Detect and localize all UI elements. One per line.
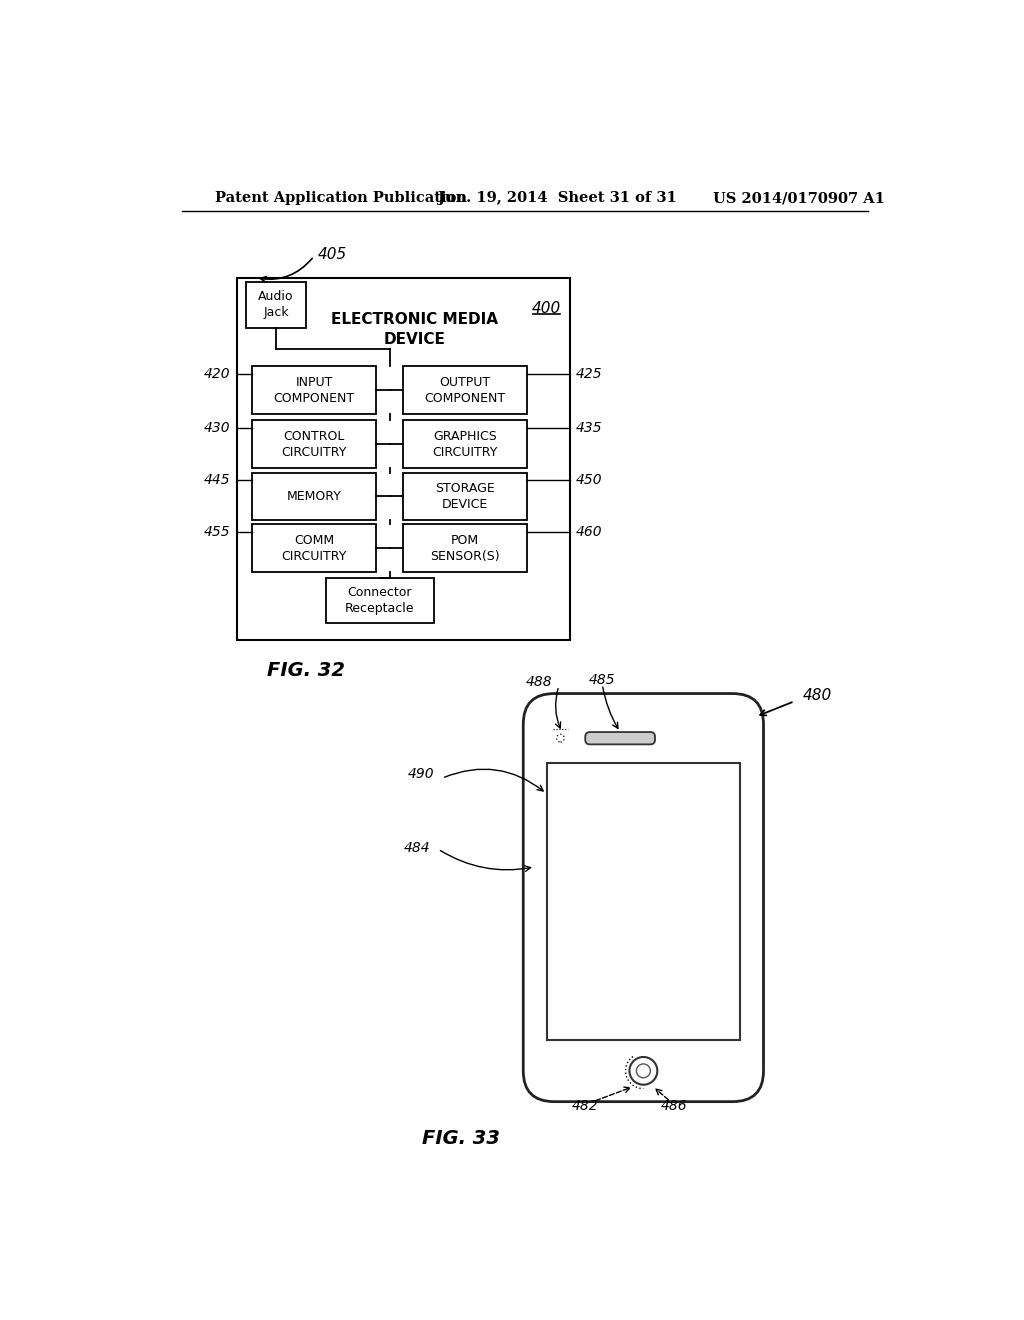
Text: ELECTRONIC MEDIA
DEVICE: ELECTRONIC MEDIA DEVICE [331, 313, 499, 347]
Text: 420: 420 [204, 367, 230, 381]
Bar [547, 763, 740, 1040]
Text: 405: 405 [317, 247, 347, 263]
Bar [403, 473, 527, 520]
Text: 480: 480 [802, 688, 831, 704]
Text: 430: 430 [204, 421, 230, 434]
Text: US 2014/0170907 A1: US 2014/0170907 A1 [713, 191, 885, 206]
Bar [326, 578, 434, 623]
Text: 425: 425 [575, 367, 602, 381]
Text: OUTPUT
COMPONENT: OUTPUT COMPONENT [425, 376, 506, 405]
Bar [246, 281, 306, 327]
Text: 435: 435 [575, 421, 602, 434]
Bar [237, 277, 569, 640]
Text: COMM
CIRCUITRY: COMM CIRCUITRY [282, 533, 347, 562]
Text: 488: 488 [526, 675, 553, 689]
Text: 455: 455 [204, 525, 230, 539]
Text: CONTROL
CIRCUITRY: CONTROL CIRCUITRY [282, 429, 347, 458]
Bar [403, 420, 527, 469]
FancyBboxPatch shape [523, 693, 764, 1102]
Bar [252, 524, 376, 572]
Text: Audio
Jack: Audio Jack [258, 290, 294, 319]
Bar [252, 420, 376, 469]
Text: Jun. 19, 2014  Sheet 31 of 31: Jun. 19, 2014 Sheet 31 of 31 [438, 191, 677, 206]
Text: Patent Application Publication: Patent Application Publication [215, 191, 467, 206]
Text: 400: 400 [531, 301, 561, 315]
Text: 445: 445 [204, 474, 230, 487]
Text: MEMORY: MEMORY [287, 490, 341, 503]
FancyBboxPatch shape [586, 733, 655, 744]
Text: FIG. 32: FIG. 32 [267, 661, 345, 680]
Text: 490: 490 [408, 767, 434, 781]
Text: 486: 486 [662, 1098, 688, 1113]
Text: 482: 482 [572, 1098, 599, 1113]
Text: STORAGE
DEVICE: STORAGE DEVICE [435, 482, 495, 511]
Bar [403, 524, 527, 572]
Text: POM
SENSOR(S): POM SENSOR(S) [430, 533, 500, 562]
Text: GRAPHICS
CIRCUITRY: GRAPHICS CIRCUITRY [432, 429, 498, 458]
Text: INPUT
COMPONENT: INPUT COMPONENT [273, 376, 354, 405]
Bar [252, 473, 376, 520]
Bar [252, 367, 376, 414]
Text: 460: 460 [575, 525, 602, 539]
Text: 484: 484 [403, 841, 430, 854]
Bar [403, 367, 527, 414]
Text: FIG. 33: FIG. 33 [422, 1129, 501, 1148]
Text: Connector
Receptacle: Connector Receptacle [345, 586, 415, 615]
Text: 485: 485 [589, 673, 615, 688]
Text: 450: 450 [575, 474, 602, 487]
